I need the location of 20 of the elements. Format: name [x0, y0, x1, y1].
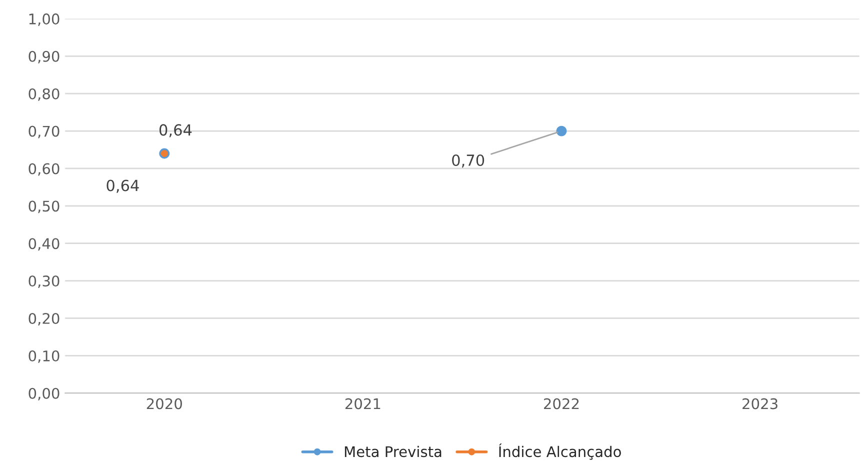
y-tick-label: 0,70: [28, 126, 60, 138]
legend-label: Meta Prevista: [344, 446, 442, 458]
x-tick-label: 2023: [742, 398, 778, 410]
legend-label: Índice Alcançado: [499, 443, 621, 460]
x-tick-label: 2022: [544, 398, 579, 410]
y-tick-label: 0,80: [28, 88, 60, 101]
y-tick-label: 0,40: [28, 238, 60, 251]
x-tick-label: 2021: [345, 398, 380, 410]
y-tick-label: 0,50: [28, 200, 60, 214]
data-label: 0,70: [452, 154, 484, 168]
y-tick-label: 0,30: [28, 276, 60, 288]
y-tick-label: 0,20: [28, 312, 60, 326]
y-tick-label: 0,10: [28, 350, 60, 363]
data-label: 0,64: [106, 180, 139, 193]
y-tick-label: 1,00: [29, 13, 60, 26]
y-tick-label: 0,00: [28, 388, 60, 400]
y-tick-label: 0,90: [28, 50, 60, 64]
x-tick-label: 2020: [146, 398, 182, 410]
data-label: 0,64: [159, 124, 192, 138]
y-tick-label: 0,60: [28, 163, 60, 176]
